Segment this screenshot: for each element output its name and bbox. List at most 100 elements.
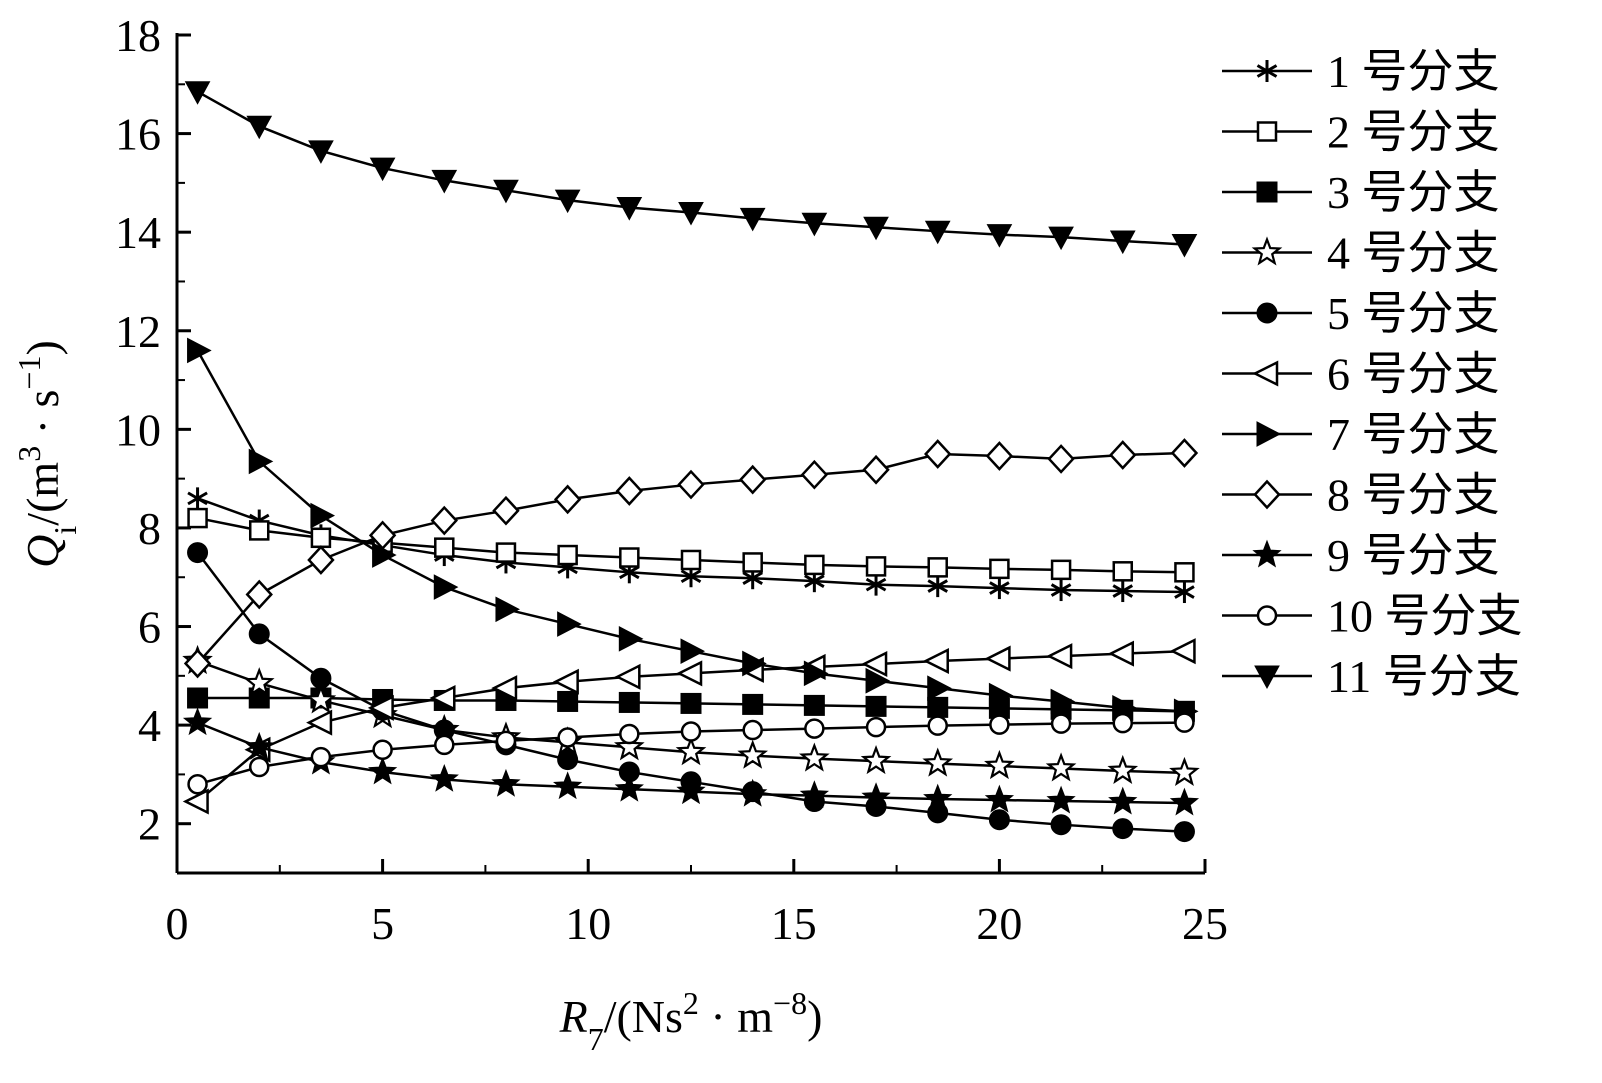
- x-tick-label: 20: [976, 898, 1022, 949]
- legend-label: 8 号分支: [1327, 470, 1500, 521]
- data-point: [1050, 688, 1076, 715]
- data-point: [1050, 559, 1072, 581]
- data-point: [927, 715, 948, 736]
- data-point: [984, 784, 1015, 813]
- data-point: [865, 716, 887, 738]
- legend-marker: [1254, 665, 1280, 690]
- legend-marker: [1251, 236, 1283, 266]
- data-point: [1169, 787, 1200, 816]
- data-point: [680, 549, 702, 571]
- data-point: [187, 487, 208, 510]
- axis-labels: R7/(Ns2 · m−8) Qi/(m3 · s−1): [11, 340, 822, 1057]
- data-point: [989, 714, 1010, 735]
- legend-entry: 6 号分支: [1222, 349, 1500, 400]
- data-point: [187, 687, 209, 709]
- legend-entry: 8 号分支: [1222, 470, 1500, 521]
- data-point: [553, 771, 583, 800]
- data-point: [1173, 821, 1195, 843]
- data-point: [433, 574, 459, 600]
- data-point: [248, 520, 270, 541]
- data-point: [924, 220, 951, 245]
- data-point: [434, 734, 455, 756]
- data-point: [305, 684, 337, 714]
- legend-marker: [1256, 121, 1278, 142]
- x-tick-label: 10: [565, 898, 611, 949]
- data-point: [989, 577, 1010, 600]
- data-point: [243, 667, 275, 697]
- legend-label: 4 号分支: [1327, 228, 1500, 279]
- data-point: [799, 742, 830, 772]
- y-tick-label: 14: [115, 207, 161, 258]
- data-point: [491, 768, 521, 797]
- data-point: [738, 464, 767, 495]
- data-point: [619, 547, 640, 568]
- data-point: [614, 663, 641, 690]
- data-point: [615, 476, 644, 506]
- data-point: [557, 544, 578, 566]
- data-point: [742, 650, 767, 677]
- legend-label: 6 号分支: [1327, 349, 1500, 400]
- x-tick-label: 15: [771, 898, 817, 949]
- data-point: [927, 575, 948, 598]
- data-point: [1112, 818, 1134, 840]
- legend-label: 9 号分支: [1327, 530, 1500, 581]
- legend-label: 7 号分支: [1327, 409, 1500, 460]
- data-point: [1050, 713, 1072, 734]
- legend-label: 5 号分支: [1327, 288, 1500, 339]
- y-tick-label: 18: [115, 10, 161, 61]
- data-point: [1047, 444, 1075, 474]
- data-point: [431, 169, 458, 194]
- data-point: [554, 189, 581, 214]
- data-point: [737, 739, 768, 769]
- data-point: [922, 648, 949, 675]
- data-point: [246, 115, 273, 140]
- legend-label: 2 号分支: [1327, 107, 1500, 158]
- legend-marker: [1253, 479, 1281, 510]
- data-point: [310, 502, 336, 529]
- legend-label: 3 号分支: [1327, 167, 1500, 218]
- y-tick-label: 12: [115, 306, 161, 357]
- data-point: [430, 505, 458, 536]
- data-point: [680, 721, 702, 742]
- data-point: [310, 527, 332, 549]
- data-point: [927, 696, 949, 718]
- y-tick-label: 6: [138, 602, 161, 653]
- data-point: [800, 459, 829, 490]
- data-point: [183, 648, 212, 679]
- data-point: [369, 157, 396, 182]
- legend-marker: [1252, 539, 1282, 568]
- data-point: [619, 723, 640, 745]
- x-axis-label: R7/(Ns2 · m−8): [559, 985, 823, 1057]
- legend-label: 1 号分支: [1327, 46, 1500, 97]
- data-point: [804, 718, 825, 739]
- data-point: [1112, 580, 1134, 603]
- data-point: [187, 337, 212, 364]
- y-axis-label-group: Qi/(m3 · s−1): [11, 340, 83, 568]
- data-point: [1112, 561, 1134, 582]
- data-point: [984, 645, 1011, 672]
- data-point: [372, 739, 393, 761]
- data-point: [492, 495, 520, 526]
- data-point: [680, 692, 702, 714]
- data-point: [1174, 562, 1195, 583]
- y-axis-label: Qi/(m3 · s−1): [11, 340, 83, 568]
- data-point: [248, 756, 270, 778]
- legend-entry: 1 号分支: [1222, 46, 1500, 97]
- data-point: [865, 667, 891, 694]
- data-point: [804, 554, 825, 576]
- data-point: [187, 507, 208, 529]
- data-point: [675, 736, 707, 766]
- data-point: [310, 746, 332, 768]
- data-point: [801, 212, 828, 237]
- data-point: [367, 756, 398, 785]
- legend-entry: 5 号分支: [1222, 288, 1500, 339]
- legend-entry: 4 号分支: [1222, 228, 1500, 279]
- legend-entry: 11 号分支: [1222, 651, 1521, 702]
- data-point: [614, 773, 644, 802]
- data-point: [1174, 581, 1195, 604]
- data-point: [924, 439, 952, 469]
- data-point: [923, 783, 953, 812]
- data-point: [308, 140, 334, 164]
- data-point: [187, 774, 208, 795]
